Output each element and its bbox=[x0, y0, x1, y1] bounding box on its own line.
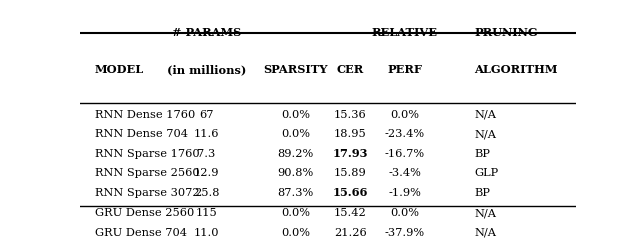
Text: -37.9%: -37.9% bbox=[385, 228, 425, 238]
Text: 25.8: 25.8 bbox=[194, 188, 220, 198]
Text: 11.0: 11.0 bbox=[194, 228, 220, 238]
Text: N/A: N/A bbox=[474, 208, 497, 218]
Text: 0.0%: 0.0% bbox=[390, 208, 419, 218]
Text: 15.66: 15.66 bbox=[333, 187, 368, 198]
Text: 21.26: 21.26 bbox=[334, 228, 367, 238]
Text: SPARSITY: SPARSITY bbox=[264, 64, 328, 75]
Text: N/A: N/A bbox=[474, 228, 497, 238]
Text: BP: BP bbox=[474, 188, 490, 198]
Text: 0.0%: 0.0% bbox=[281, 208, 310, 218]
Text: 7.3: 7.3 bbox=[197, 149, 216, 159]
Text: 115: 115 bbox=[196, 208, 218, 218]
Text: -23.4%: -23.4% bbox=[385, 129, 425, 140]
Text: RELATIVE: RELATIVE bbox=[372, 27, 438, 38]
Text: 90.8%: 90.8% bbox=[278, 168, 314, 178]
Text: 18.95: 18.95 bbox=[334, 129, 367, 140]
Text: RNN Dense 1760: RNN Dense 1760 bbox=[95, 110, 195, 120]
Text: GRU Dense 704: GRU Dense 704 bbox=[95, 228, 187, 238]
Text: 89.2%: 89.2% bbox=[278, 149, 314, 159]
Text: BP: BP bbox=[474, 149, 490, 159]
Text: 15.89: 15.89 bbox=[334, 168, 367, 178]
Text: 11.6: 11.6 bbox=[194, 129, 220, 140]
Text: GRU Dense 2560: GRU Dense 2560 bbox=[95, 208, 194, 218]
Text: -1.9%: -1.9% bbox=[388, 188, 421, 198]
Text: # PARAMS: # PARAMS bbox=[172, 27, 241, 38]
Text: 67: 67 bbox=[199, 110, 214, 120]
Text: 87.3%: 87.3% bbox=[278, 188, 314, 198]
Text: 0.0%: 0.0% bbox=[281, 110, 310, 120]
Text: 15.36: 15.36 bbox=[334, 110, 367, 120]
Text: 0.0%: 0.0% bbox=[390, 110, 419, 120]
Text: 0.0%: 0.0% bbox=[281, 228, 310, 238]
Text: -16.7%: -16.7% bbox=[385, 149, 425, 159]
Text: 12.9: 12.9 bbox=[194, 168, 220, 178]
Text: ALGORITHM: ALGORITHM bbox=[474, 64, 558, 75]
Text: RNN Sparse 2560: RNN Sparse 2560 bbox=[95, 168, 200, 178]
Text: (in millions): (in millions) bbox=[167, 64, 246, 75]
Text: 0.0%: 0.0% bbox=[281, 129, 310, 140]
Text: MODEL: MODEL bbox=[95, 64, 144, 75]
Text: N/A: N/A bbox=[474, 110, 497, 120]
Text: PRUNING: PRUNING bbox=[474, 27, 538, 38]
Text: RNN Sparse 3072: RNN Sparse 3072 bbox=[95, 188, 200, 198]
Text: -3.4%: -3.4% bbox=[388, 168, 421, 178]
Text: GLP: GLP bbox=[474, 168, 499, 178]
Text: 17.93: 17.93 bbox=[333, 148, 368, 159]
Text: CER: CER bbox=[337, 64, 364, 75]
Text: 15.42: 15.42 bbox=[334, 208, 367, 218]
Text: PERF: PERF bbox=[387, 64, 422, 75]
Text: N/A: N/A bbox=[474, 129, 497, 140]
Text: RNN Sparse 1760: RNN Sparse 1760 bbox=[95, 149, 200, 159]
Text: RNN Dense 704: RNN Dense 704 bbox=[95, 129, 188, 140]
